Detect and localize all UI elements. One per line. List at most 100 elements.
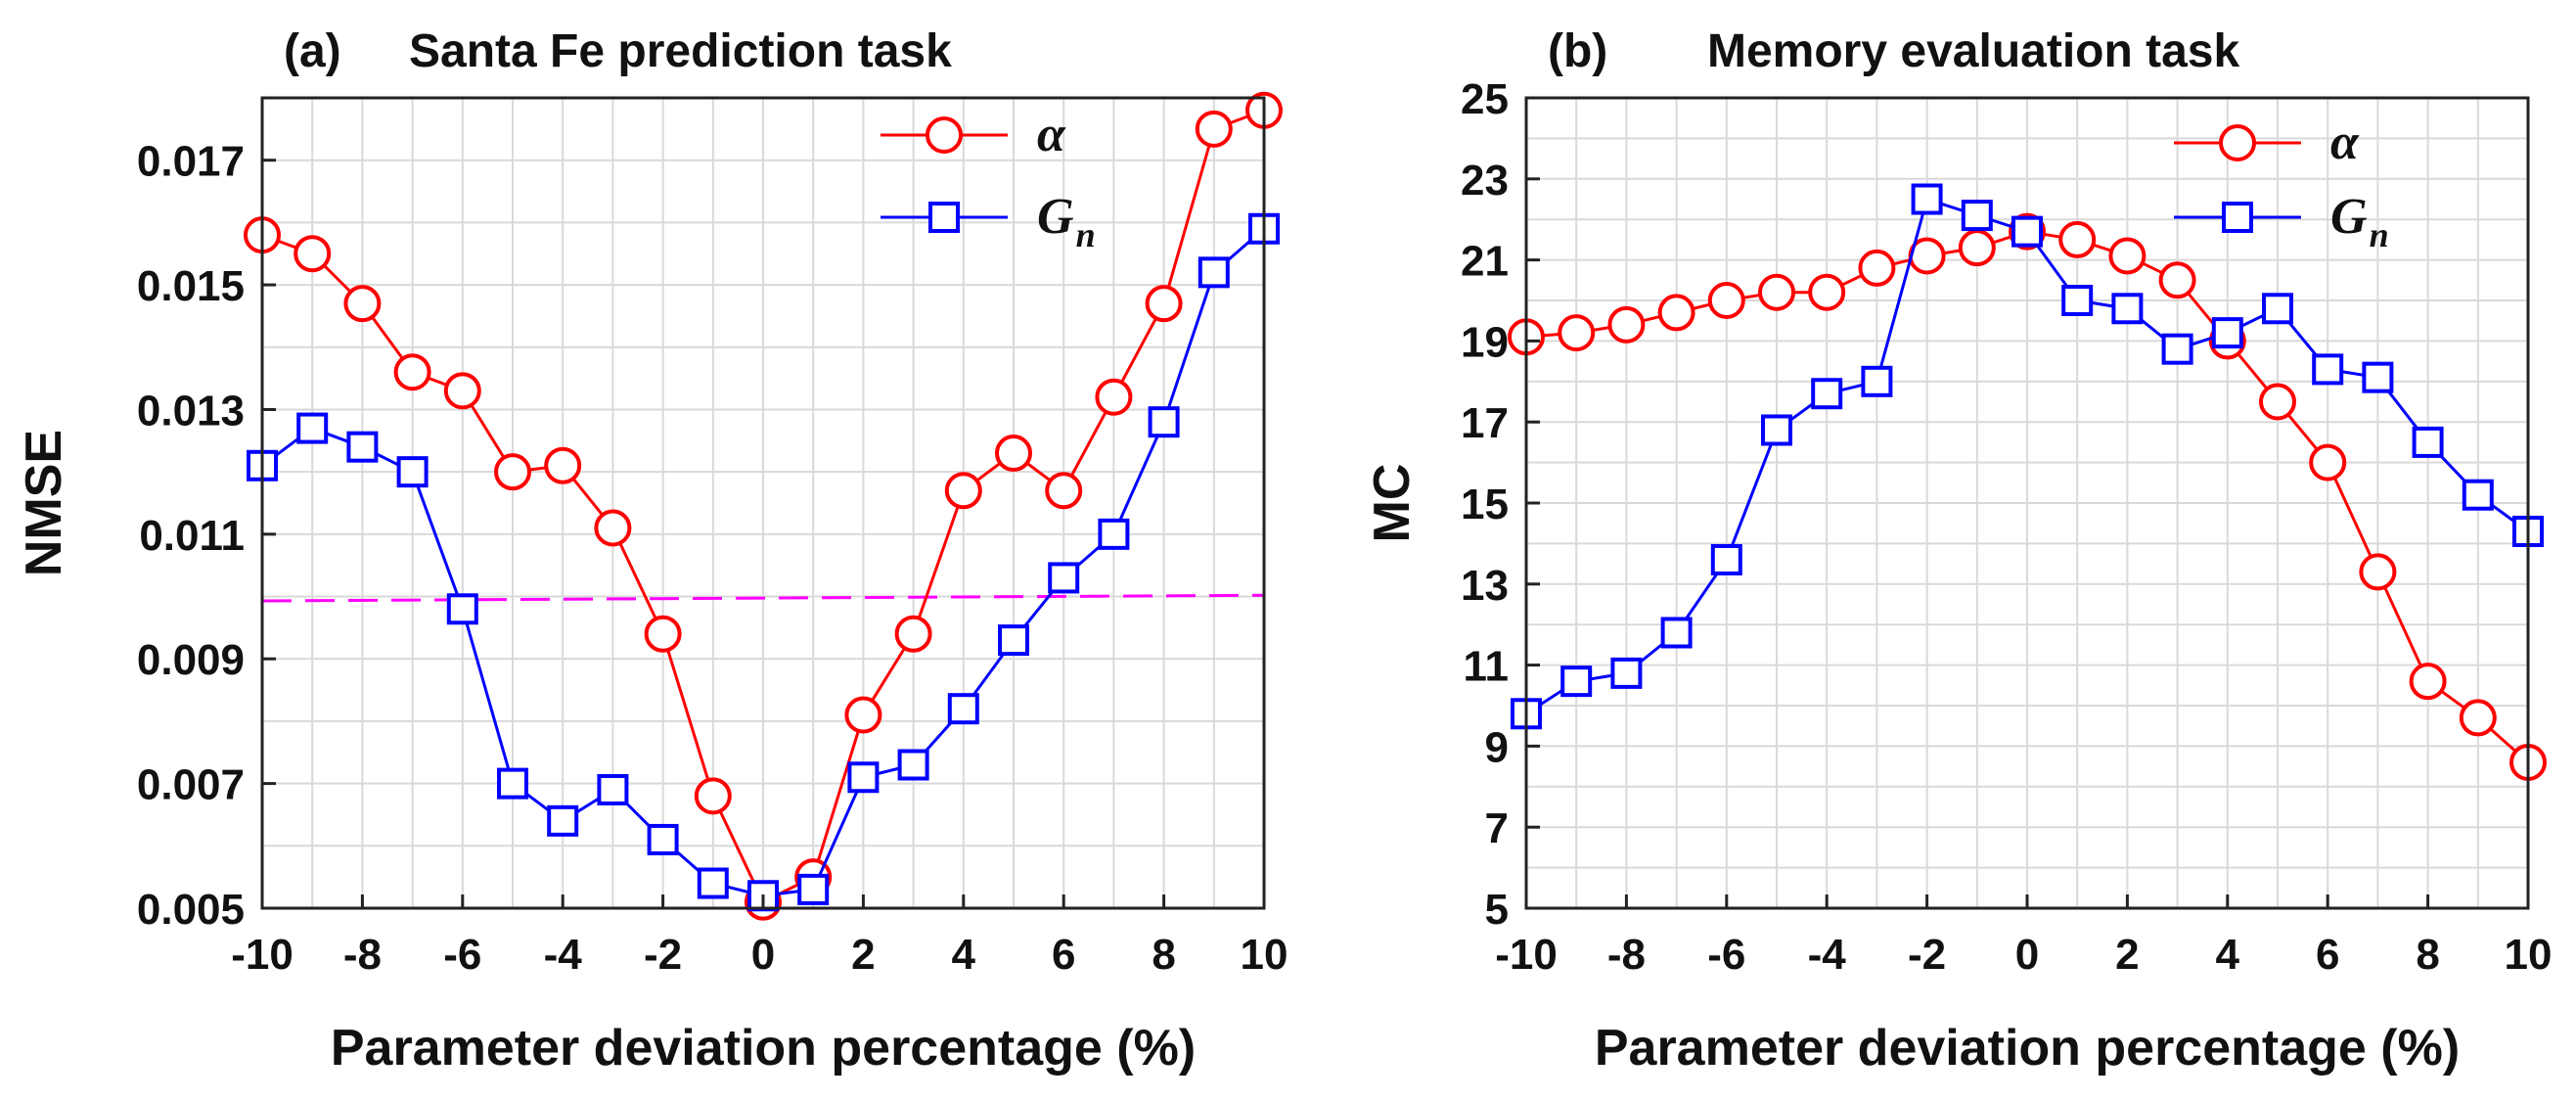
- panel-b-y-tick-label: 23: [1461, 157, 1509, 205]
- panel-a-data-point: [647, 823, 679, 855]
- panel-b-data-point: [1911, 183, 1943, 215]
- panel-a-y-tick-label: 0.017: [137, 138, 245, 186]
- panel-a-x-tick-label: 6: [1052, 931, 1075, 979]
- panel-b-y-tick-label: 9: [1485, 723, 1509, 771]
- panel-b-x-tick-label: 8: [2416, 931, 2439, 979]
- panel-b-data-point: [1707, 282, 1745, 319]
- panel-a-data-point: [393, 353, 431, 391]
- panel-a-data-point: [396, 456, 429, 488]
- panel-b-data-point: [1958, 229, 1996, 267]
- panel-a-data-point: [343, 285, 382, 323]
- panel-b-y-tick-label: 15: [1461, 481, 1509, 528]
- panel-a-data-point: [1195, 110, 1233, 148]
- panel-b-data-point: [1558, 314, 1596, 352]
- panel-b-series-gn: [1511, 183, 2544, 730]
- panel-a-label: (a): [284, 25, 341, 77]
- panel-a-data-point: [947, 693, 979, 725]
- panel-a-legend-marker: [928, 202, 960, 233]
- panel-a-x-tick-label: 2: [851, 931, 875, 979]
- panel-a: (a) Santa Fe prediction task -10 -8 -6 -4 -2…: [16, 25, 1288, 1077]
- panel-b-data-point: [2111, 293, 2144, 325]
- panel-b-data-point: [2211, 317, 2243, 349]
- panel-b-y-tick-label: 19: [1461, 318, 1509, 366]
- panel-a-data-point: [694, 777, 732, 815]
- panel-b-y-axis-label: MC: [1364, 464, 1421, 543]
- panel-b-data-point: [1660, 617, 1693, 649]
- panel-a-data-point: [346, 431, 379, 463]
- panel-b-data-point: [1808, 273, 1846, 311]
- panel-b-y-tick-label: 5: [1485, 886, 1509, 934]
- panel-b-data-point: [1861, 365, 1893, 397]
- panel-b-data-point: [2158, 261, 2196, 299]
- panel-a-data-point: [894, 615, 932, 653]
- panel-a-y-tick-label: 0.009: [137, 636, 245, 684]
- panel-b-y-tick-label: 7: [1485, 804, 1509, 852]
- panel-a-data-point: [597, 773, 629, 805]
- panel-a-x-tick-label: -10: [231, 931, 294, 979]
- panel-b-data-point: [2058, 220, 2097, 258]
- panel-a-data-point: [844, 696, 882, 734]
- panel-b-legend-marker: [2219, 124, 2256, 161]
- panel-b-legend-label: α: [2330, 115, 2360, 170]
- panel-a-data-point: [944, 472, 982, 510]
- panel-b-x-tick-label: 6: [2316, 931, 2339, 979]
- panel-b-data-point: [2259, 383, 2296, 421]
- panel-a-data-point: [897, 749, 929, 781]
- panel-b-x-tick-label: -6: [1707, 931, 1745, 979]
- panel-b-y-tick-label: 21: [1461, 238, 1509, 286]
- panel-a-x-tick-label: 0: [751, 931, 775, 979]
- panel-b-data-point: [2359, 553, 2397, 591]
- panel-b-data-point: [2412, 426, 2444, 458]
- panel-b-data-point: [1710, 543, 1742, 575]
- panel-a-x-tick-label: 8: [1152, 931, 1175, 979]
- panel-a-data-point: [847, 761, 880, 794]
- panel-a-y-tick-label: 0.015: [137, 262, 245, 310]
- panel-a-data-point: [1045, 472, 1083, 510]
- panel-b-x-tick-label: -2: [1908, 931, 1946, 979]
- panel-b-data-point: [2362, 361, 2394, 393]
- panel-a-data-point: [998, 624, 1029, 657]
- panel-b-data-point: [1961, 200, 1993, 232]
- panel-b-data-point: [1610, 657, 1643, 689]
- panel-a-data-point: [644, 615, 682, 653]
- panel-a-data-point: [1145, 285, 1183, 323]
- panel-b-data-point: [1607, 305, 1646, 344]
- panel-a-data-point: [797, 873, 830, 905]
- panel-b-label: (b): [1548, 25, 1607, 77]
- panel-a-data-point: [294, 235, 332, 273]
- panel-b-data-point: [2309, 443, 2347, 481]
- panel-a-data-point: [697, 867, 729, 899]
- panel-a-y-tick-label: 0.005: [137, 886, 245, 934]
- panel-b-y-tick-label: 11: [1463, 643, 1509, 691]
- panel-b-x-tick-label: 0: [2015, 931, 2039, 979]
- panel-b-x-tick-label: 4: [2216, 931, 2240, 979]
- panel-b-data-point: [1560, 665, 1593, 698]
- panel-a-x-tick-label: -6: [443, 931, 481, 979]
- panel-b-data-point: [1758, 273, 1795, 311]
- panel-b-y-tick-label: 17: [1461, 399, 1509, 447]
- panel-a-legend-marker: [926, 116, 963, 154]
- panel-b-x-tick-label: 2: [2115, 931, 2139, 979]
- panel-a-data-point: [497, 767, 528, 800]
- panel-b-x-axis-label: Parameter deviation percentage (%): [1595, 1020, 2460, 1077]
- panel-b-data-point: [1761, 414, 1792, 446]
- panel-a-y-axis-label: NMSE: [16, 430, 72, 576]
- panel-b-data-point: [2161, 333, 2193, 365]
- panel-a-data-point: [1048, 562, 1080, 594]
- panel-a-data-point: [446, 593, 478, 625]
- panel-a-x-tick-label: -2: [644, 931, 682, 979]
- panel-a-y-tick-label: 0.013: [137, 387, 245, 435]
- panel-b-data-point: [2409, 663, 2447, 701]
- panel-b-x-tick-label: -8: [1607, 931, 1646, 979]
- panel-a-data-point: [1095, 378, 1133, 416]
- panel-a-y-tick-label: 0.007: [137, 761, 245, 809]
- panel-a-x-tick-label: 10: [1241, 931, 1288, 979]
- panel-a-y-tick-label: 0.011: [139, 512, 245, 560]
- panel-b-data-point: [1811, 378, 1843, 410]
- panel-a-x-tick-label: -8: [343, 931, 382, 979]
- panel-a-data-point: [443, 372, 481, 410]
- panel-b-legend: αGn: [2174, 115, 2389, 254]
- panel-a-data-point: [594, 509, 632, 547]
- panel-b-x-tick-label: -4: [1808, 931, 1847, 979]
- panel-b-data-point: [2061, 285, 2094, 316]
